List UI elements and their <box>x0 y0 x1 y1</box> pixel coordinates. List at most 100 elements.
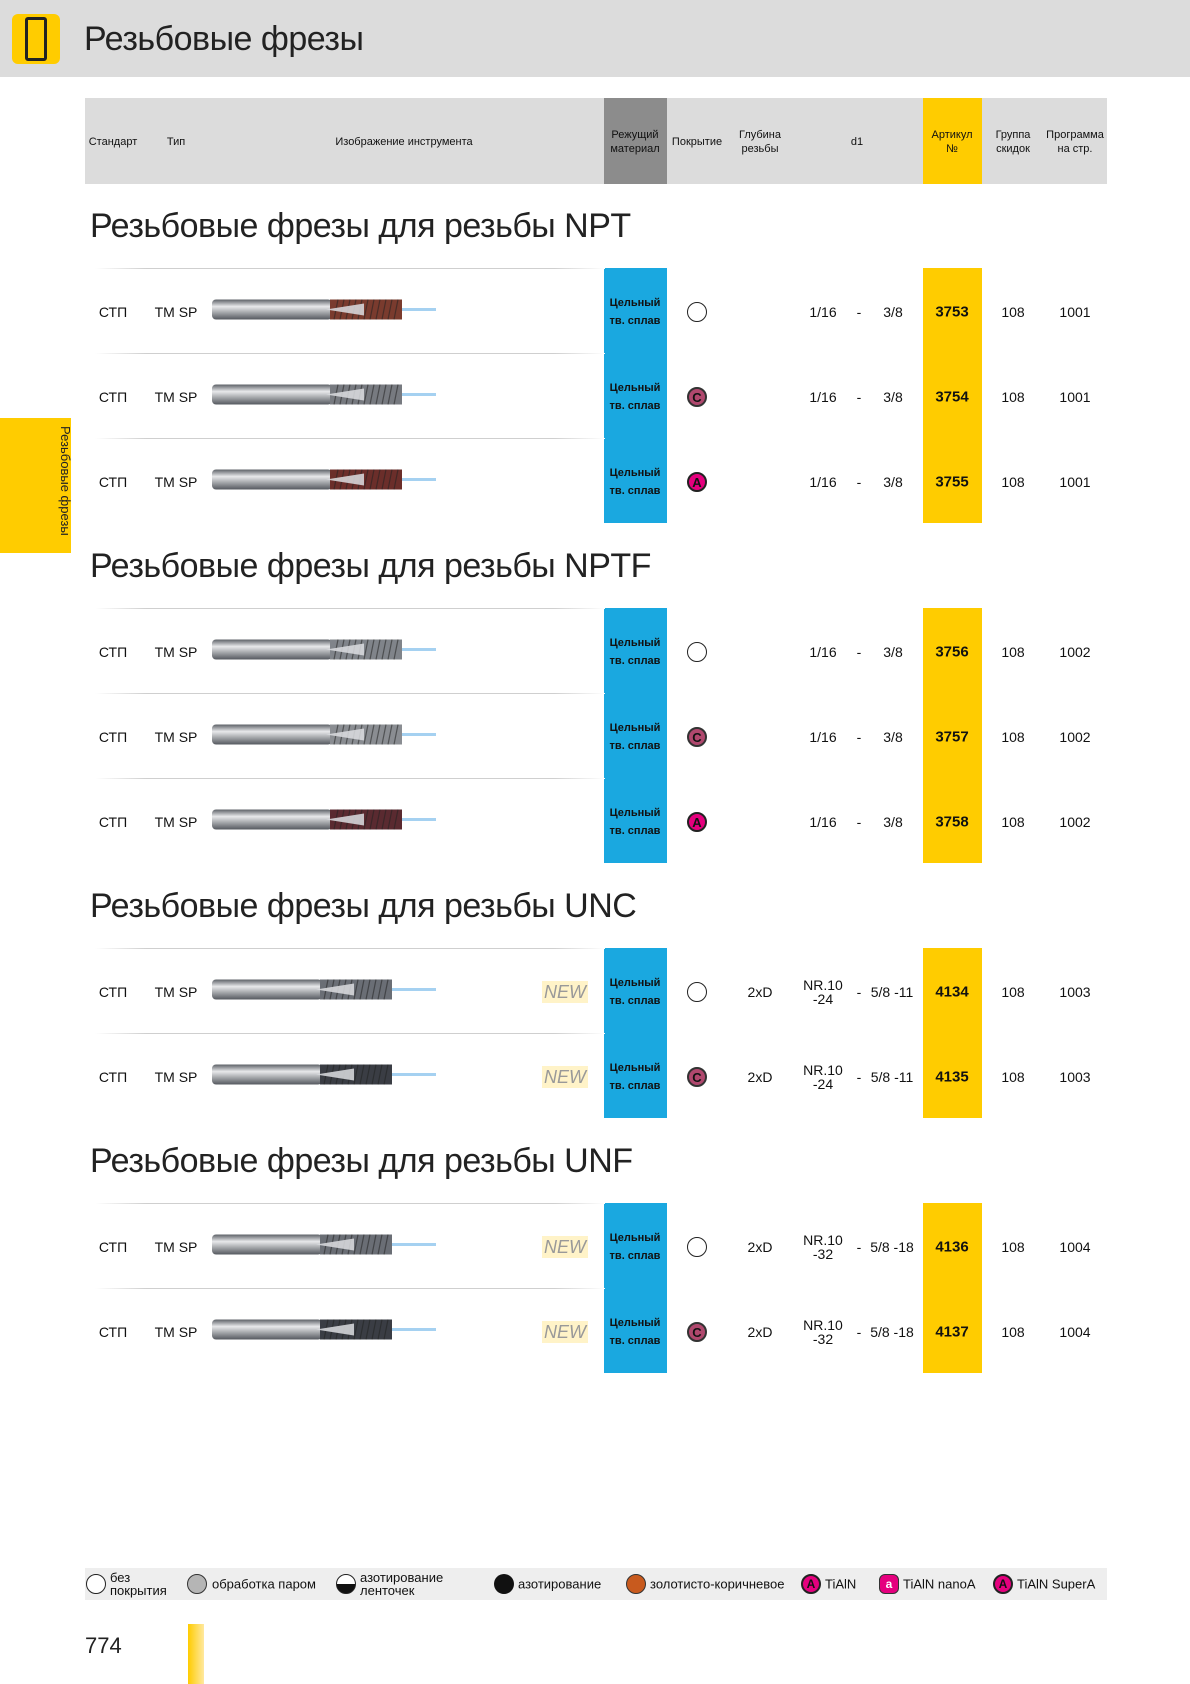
program-page-cell[interactable]: 1001 <box>1059 304 1091 320</box>
standard-cell: СТП <box>98 644 128 660</box>
discount-group-cell: 108 <box>1001 644 1025 660</box>
d1-from-cell: NR.10 -24 <box>803 977 843 1007</box>
legend-gold-icon <box>626 1574 646 1594</box>
legend-nano-icon: a <box>879 1574 899 1594</box>
d1-from-cell: NR.10 -32 <box>803 1317 843 1347</box>
uncoated-icon <box>687 642 707 662</box>
material-cell: Цельный тв. сплав <box>609 977 661 1007</box>
article-number[interactable]: 3758 <box>935 813 969 831</box>
program-page-cell[interactable]: 1003 <box>1059 984 1091 1000</box>
row-divider <box>95 353 605 354</box>
d1-dash: - <box>856 729 862 745</box>
uncoated-icon <box>687 1237 707 1257</box>
legend-label: TiAlN <box>825 1576 857 1592</box>
type-cell: TM SP <box>154 304 198 320</box>
top-bar <box>0 0 1190 77</box>
type-cell: TM SP <box>154 1239 198 1255</box>
article-number[interactable]: 4134 <box>935 983 969 1001</box>
legend-label: TiAlN nanoA <box>903 1576 976 1592</box>
legend-nitride-icon <box>494 1574 514 1594</box>
header-material-bg <box>604 98 667 184</box>
d1-dash: - <box>856 644 862 660</box>
section-title: Резьбовые фрезы для резьбы UNC <box>90 887 637 925</box>
coating-c-icon: C <box>687 727 707 747</box>
row-divider <box>95 268 605 269</box>
d1-to-cell: 3/8 <box>883 304 903 320</box>
program-page-cell[interactable]: 1001 <box>1059 474 1091 490</box>
type-cell: TM SP <box>154 644 198 660</box>
material-cell: Цельный тв. сплав <box>609 637 661 667</box>
discount-group-cell: 108 <box>1001 1324 1025 1340</box>
coating-a-icon: A <box>687 812 707 832</box>
d1-from-cell: 1/16 <box>809 729 837 745</box>
article-number[interactable]: 4137 <box>935 1323 969 1341</box>
program-page-cell[interactable]: 1004 <box>1059 1239 1091 1255</box>
thread-mill-logo-icon <box>12 14 60 64</box>
d1-from-cell: 1/16 <box>809 814 837 830</box>
row-divider <box>95 1033 605 1034</box>
type-cell: TM SP <box>154 814 198 830</box>
program-page-cell[interactable]: 1003 <box>1059 1069 1091 1085</box>
coating-c-icon: C <box>687 1067 707 1087</box>
d1-to-cell: 3/8 <box>883 814 903 830</box>
standard-cell: СТП <box>98 984 128 1000</box>
depth-cell: 2xD <box>747 984 773 1000</box>
standard-cell: СТП <box>98 1069 128 1085</box>
article-column-bg <box>923 1203 982 1373</box>
discount-group-cell: 108 <box>1001 1069 1025 1085</box>
tool-image <box>210 636 440 669</box>
article-number[interactable]: 3757 <box>935 728 969 746</box>
row-divider <box>95 693 605 694</box>
standard-cell: СТП <box>98 474 128 490</box>
page-number: 774 <box>85 1633 122 1658</box>
new-badge: NEW <box>542 1321 588 1343</box>
type-cell: TM SP <box>154 389 198 405</box>
standard-cell: СТП <box>98 389 128 405</box>
program-page-cell[interactable]: 1002 <box>1059 644 1091 660</box>
d1-from-cell: 1/16 <box>809 644 837 660</box>
side-tab[interactable]: Резьбовые фрезы <box>0 418 73 553</box>
legend-half-icon <box>336 1574 356 1594</box>
standard-cell: СТП <box>98 1239 128 1255</box>
article-number[interactable]: 3756 <box>935 643 969 661</box>
type-cell: TM SP <box>154 1069 198 1085</box>
article-number[interactable]: 3754 <box>935 388 969 406</box>
header-d1: d1 <box>850 136 864 148</box>
article-number[interactable]: 4136 <box>935 1238 969 1256</box>
program-page-cell[interactable]: 1002 <box>1059 814 1091 830</box>
tool-image <box>210 1316 440 1349</box>
program-page-cell[interactable]: 1001 <box>1059 389 1091 405</box>
coating-legend <box>85 1568 1107 1600</box>
section-title: Резьбовые фрезы для резьбы NPT <box>90 207 631 245</box>
standard-cell: СТП <box>98 304 128 320</box>
tool-image <box>210 296 440 329</box>
program-page-cell[interactable]: 1002 <box>1059 729 1091 745</box>
header-article: Артикул № <box>931 129 973 155</box>
row-divider <box>95 778 605 779</box>
legend-label: TiAlN SuperA <box>1017 1576 1096 1592</box>
d1-from-cell: 1/16 <box>809 389 837 405</box>
article-number[interactable]: 3753 <box>935 303 969 321</box>
standard-cell: СТП <box>98 814 128 830</box>
tool-image <box>210 806 440 839</box>
program-page-cell[interactable]: 1004 <box>1059 1324 1091 1340</box>
d1-dash: - <box>856 1069 862 1085</box>
material-column-bg <box>604 608 667 863</box>
header-discount: Группа скидок <box>995 129 1031 155</box>
article-number[interactable]: 3755 <box>935 473 969 491</box>
header-article-bg <box>923 98 982 184</box>
type-cell: TM SP <box>154 474 198 490</box>
d1-to-cell: 5/8 -11 <box>870 1069 914 1085</box>
discount-group-cell: 108 <box>1001 304 1025 320</box>
header-standard: Стандарт <box>88 136 138 148</box>
coating-c-icon: C <box>687 1322 707 1342</box>
discount-group-cell: 108 <box>1001 814 1025 830</box>
tool-image <box>210 976 440 1009</box>
tool-image <box>210 466 440 499</box>
legend-label: без покрытия <box>110 1570 167 1598</box>
side-tab-label: Резьбовые фрезы <box>58 426 73 536</box>
standard-cell: СТП <box>98 1324 128 1340</box>
article-number[interactable]: 4135 <box>935 1068 969 1086</box>
header-type: Тип <box>166 136 186 148</box>
depth-cell: 2xD <box>747 1239 773 1255</box>
